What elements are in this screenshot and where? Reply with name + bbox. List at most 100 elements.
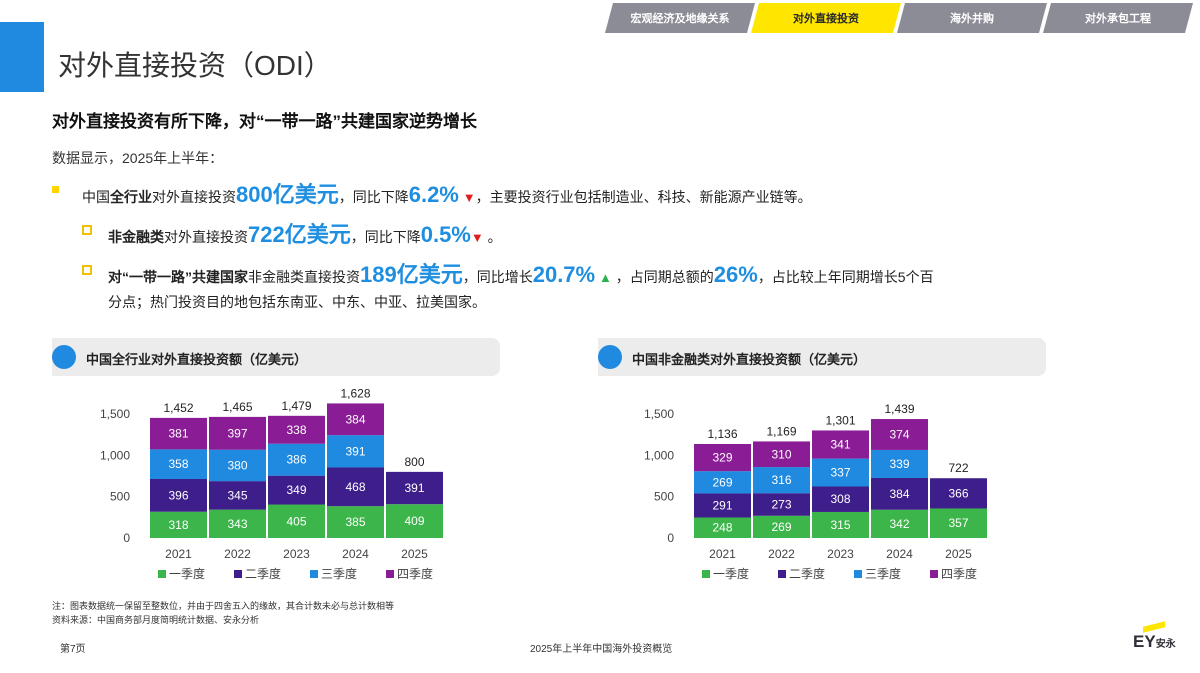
x-tick-label-2021: 2021 bbox=[709, 547, 736, 561]
bar-2024-q3 bbox=[871, 449, 928, 478]
x-tick-label-2022: 2022 bbox=[224, 547, 251, 561]
total-label-2024: 1,628 bbox=[340, 386, 370, 400]
data-label-2021-q4: 381 bbox=[168, 427, 188, 441]
legend-label-q3: 三季度 bbox=[865, 566, 901, 581]
data-label-2021-q2: 291 bbox=[712, 498, 732, 512]
bar-2025-q1 bbox=[930, 508, 987, 538]
data-label-2023-q1: 315 bbox=[830, 518, 850, 532]
bar-2024-q4 bbox=[871, 419, 928, 450]
up-arrow-icon: ▲ bbox=[599, 270, 612, 285]
data-label-2021-q2: 396 bbox=[168, 488, 188, 502]
legend-label-q3: 三季度 bbox=[321, 566, 357, 581]
intro-text: 数据显示，2025年上半年： bbox=[52, 150, 224, 166]
bar-2021-q3 bbox=[694, 471, 751, 494]
legend-label-q1: 一季度 bbox=[169, 566, 205, 581]
sub-bullet-marker-icon bbox=[82, 265, 92, 275]
data-label-2024-q4: 384 bbox=[345, 412, 365, 426]
data-label-2025-q1: 357 bbox=[948, 516, 968, 530]
page-title: 对外直接投资（ODI） bbox=[58, 50, 332, 81]
y-tick-label-500: 500 bbox=[110, 490, 130, 504]
sub-bullet-marker-icon bbox=[82, 225, 92, 235]
chart1-title: 中国全行业对外直接投资额（亿美元） bbox=[86, 352, 308, 367]
footer-title: 2025年上半年中国海外投资概览 bbox=[530, 644, 673, 655]
bar-2024-q4 bbox=[327, 403, 384, 436]
bar-2024-q1 bbox=[327, 506, 384, 538]
b2-text-4: 。 bbox=[487, 229, 502, 245]
y-tick-label-1000: 1,000 bbox=[644, 448, 674, 462]
total-label-2022: 1,169 bbox=[766, 424, 796, 438]
section-tabs: 宏观经济及地缘关系 对外直接投资 海外并购 对外承包工程 bbox=[605, 3, 1197, 33]
bar-2025-q2 bbox=[930, 478, 987, 509]
data-label-2025-q2: 391 bbox=[404, 481, 424, 495]
bar-2021-q3 bbox=[150, 449, 207, 479]
data-label-2023-q2: 308 bbox=[830, 492, 850, 506]
b1-amount: 800亿美元 bbox=[236, 182, 339, 207]
y-tick-label-1000: 1,000 bbox=[100, 448, 130, 462]
tab-overseas-ma[interactable]: 海外并购 bbox=[897, 3, 1047, 33]
x-tick-label-2022: 2022 bbox=[768, 547, 795, 561]
y-tick-label-0: 0 bbox=[123, 531, 130, 545]
total-label-2021: 1,452 bbox=[163, 401, 193, 415]
logo-ey-text: EY bbox=[1133, 632, 1156, 651]
b2-text-3: ，同比下降 bbox=[350, 229, 421, 245]
total-label-2024: 1,439 bbox=[884, 402, 914, 416]
bar-2022-q3 bbox=[753, 467, 810, 494]
bar-2021-q2 bbox=[150, 478, 207, 512]
bar-2021-q4 bbox=[694, 444, 751, 472]
total-label-2023: 1,301 bbox=[825, 413, 855, 427]
data-label-2024-q1: 342 bbox=[889, 517, 909, 531]
b3-text-1: 对“一带一路”共建国家 bbox=[108, 269, 248, 285]
b3-pct: 20.7% bbox=[532, 262, 596, 287]
title-accent-bar bbox=[0, 22, 44, 92]
page-number: 第7页 bbox=[60, 644, 86, 655]
chart-nonfinancial-odi: 0 500 1,000 1,500 248 291 269 329 1,136 2021 269 27… bbox=[644, 402, 987, 581]
y-tick-label-1500: 1,500 bbox=[644, 407, 674, 421]
total-label-2025: 722 bbox=[948, 461, 968, 475]
legend-swatch-q1 bbox=[702, 570, 710, 578]
legend-label-q4: 四季度 bbox=[941, 566, 977, 581]
b3-share: 26% bbox=[713, 262, 758, 287]
x-tick-label-2025: 2025 bbox=[945, 547, 972, 561]
legend-swatch-q3 bbox=[310, 570, 318, 578]
bullet-belt-road-line2: 分点；热门投资目的地包括东南亚、中东、中亚、拉美国家。 bbox=[108, 294, 486, 310]
data-label-2024-q3: 391 bbox=[345, 444, 365, 458]
chart1-header: 中国全行业对外直接投资额（亿美元） bbox=[52, 338, 500, 376]
bar-2024-q2 bbox=[871, 477, 928, 510]
x-tick-label-2025: 2025 bbox=[401, 547, 428, 561]
total-label-2023: 1,479 bbox=[281, 399, 311, 413]
b3-text-5: ，占比较上年同期增长5个百 bbox=[757, 269, 934, 285]
data-label-2022-q4: 397 bbox=[227, 426, 247, 440]
total-label-2022: 1,465 bbox=[222, 400, 252, 414]
data-label-2023-q4: 341 bbox=[830, 438, 850, 452]
data-label-2024-q4: 374 bbox=[889, 428, 909, 442]
data-label-2023-q3: 337 bbox=[830, 466, 850, 480]
x-tick-label-2024: 2024 bbox=[886, 547, 913, 561]
legend-swatch-q2 bbox=[234, 570, 242, 578]
down-arrow-icon: ▼ bbox=[470, 230, 484, 245]
footnote-source: 资料来源：中国商务部月度简明统计数据、安永分析 bbox=[52, 615, 260, 625]
bar-2025-q1 bbox=[386, 504, 443, 538]
x-tick-label-2023: 2023 bbox=[827, 547, 854, 561]
circle-icon bbox=[598, 345, 622, 369]
chart-total-odi: 0 500 1,000 1,500 318 396 358 381 1,452 2021 343 34… bbox=[100, 386, 443, 581]
bar-2023-q3 bbox=[268, 443, 325, 476]
legend-swatch-q4 bbox=[930, 570, 938, 578]
data-label-2021-q4: 329 bbox=[712, 451, 732, 465]
data-label-2023-q1: 405 bbox=[286, 514, 306, 528]
tab-odi[interactable]: 对外直接投资 bbox=[751, 3, 901, 33]
bar-2023-q4 bbox=[812, 430, 869, 459]
bar-2022-q3 bbox=[209, 449, 266, 482]
data-label-2023-q2: 349 bbox=[286, 483, 306, 497]
total-label-2021: 1,136 bbox=[707, 427, 737, 441]
bar-2022-q4 bbox=[753, 441, 810, 468]
data-label-2021-q3: 269 bbox=[712, 475, 732, 489]
ey-logo: EY安永 bbox=[1133, 621, 1176, 652]
b3-text-2: 非金融类直接投资 bbox=[248, 269, 360, 285]
tab-macro-economy[interactable]: 宏观经济及地缘关系 bbox=[605, 3, 755, 33]
tab-overseas-contracting[interactable]: 对外承包工程 bbox=[1043, 3, 1193, 33]
data-label-2023-q3: 386 bbox=[286, 453, 306, 467]
bar-2023-q3 bbox=[812, 458, 869, 487]
b2-pct: 0.5% bbox=[420, 222, 471, 247]
legend-swatch-q2 bbox=[778, 570, 786, 578]
b1-text-2: 全行业 bbox=[110, 189, 152, 205]
